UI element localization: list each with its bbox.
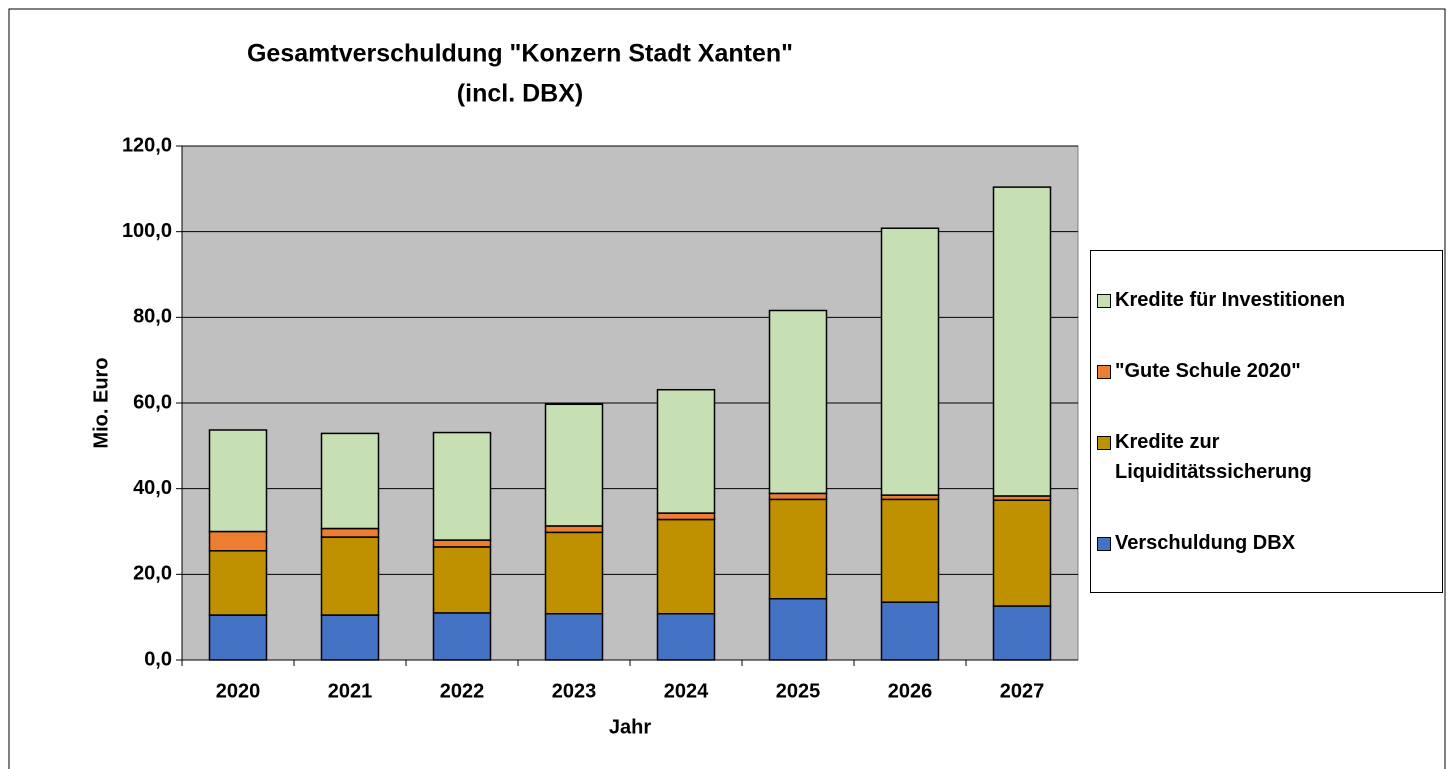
x-tick-label: 2023 <box>552 680 597 702</box>
legend-swatch <box>1097 435 1111 450</box>
legend-label: Kredite für Investitionen <box>1115 289 1346 312</box>
bar-segment <box>208 614 268 661</box>
bar-segment <box>768 498 828 600</box>
x-tick-label: 2024 <box>664 680 709 702</box>
bar-segment <box>880 498 940 603</box>
bar-segment <box>544 525 604 534</box>
x-axis-label: Jahr <box>609 716 651 738</box>
bar-segment <box>992 605 1052 661</box>
x-tick-label: 2026 <box>888 680 933 702</box>
bar-segment <box>656 518 716 615</box>
bar-segment <box>992 186 1052 497</box>
y-tick-label: 0,0 <box>144 648 172 670</box>
bar-segment <box>432 546 492 614</box>
legend-label: Verschuldung DBX <box>1115 531 1296 554</box>
bar-segment <box>208 530 268 552</box>
legend-label: "Gute Schule 2020" <box>1115 360 1301 383</box>
bar-segment <box>208 429 268 533</box>
bar-segment <box>880 601 940 661</box>
bar-segment <box>432 612 492 661</box>
legend-item: Kredite für Investitionen <box>1097 285 1436 315</box>
bar-segment <box>880 227 940 496</box>
chart-title: (incl. DBX) <box>457 80 583 108</box>
legend-item: "Gute Schule 2020" <box>1097 356 1436 386</box>
x-tick-label: 2021 <box>328 680 373 702</box>
bar-segment <box>656 388 716 514</box>
x-tick-label: 2025 <box>776 680 821 702</box>
bar-segment <box>544 531 604 615</box>
bar-segment <box>320 536 380 616</box>
bar-segment <box>320 527 380 538</box>
bar-segment <box>768 492 828 501</box>
y-axis-label: Mio. Euro <box>90 357 112 448</box>
bar-segment <box>432 431 492 541</box>
y-tick-label: 40,0 <box>133 477 172 499</box>
bar-segment <box>208 550 268 616</box>
legend-label: Kredite zur Liquiditätssicherung <box>1115 430 1312 483</box>
bar-segment <box>992 499 1052 607</box>
bar-segment <box>768 309 828 495</box>
x-tick-label: 2027 <box>1000 680 1045 702</box>
chart-border <box>8 8 1446 769</box>
bar-segment <box>768 597 828 661</box>
y-tick-label: 60,0 <box>133 391 172 413</box>
chart-title: Gesamtverschuldung "Konzern Stadt Xanten… <box>247 40 793 68</box>
y-tick-label: 20,0 <box>133 563 172 585</box>
legend-item: Verschuldung DBX <box>1097 528 1436 558</box>
bar-segment <box>320 614 380 661</box>
bar-segment <box>656 612 716 661</box>
bar-segment <box>320 432 380 530</box>
y-tick-label: 80,0 <box>133 306 172 328</box>
bar-segment <box>544 612 604 661</box>
legend-swatch <box>1097 536 1111 551</box>
bar-segment <box>656 512 716 521</box>
bar-segment <box>544 403 604 527</box>
bar-segment <box>432 539 492 548</box>
legend-item: Kredite zur Liquiditätssicherung <box>1097 427 1436 487</box>
y-tick-label: 100,0 <box>122 220 172 242</box>
y-tick-label: 120,0 <box>122 134 172 156</box>
legend-swatch <box>1097 294 1111 309</box>
x-tick-label: 2022 <box>440 680 485 702</box>
x-tick-label: 2020 <box>216 680 261 702</box>
legend-swatch <box>1097 365 1111 380</box>
legend: Kredite für Investitionen "Gute Schule 20… <box>1090 250 1443 593</box>
